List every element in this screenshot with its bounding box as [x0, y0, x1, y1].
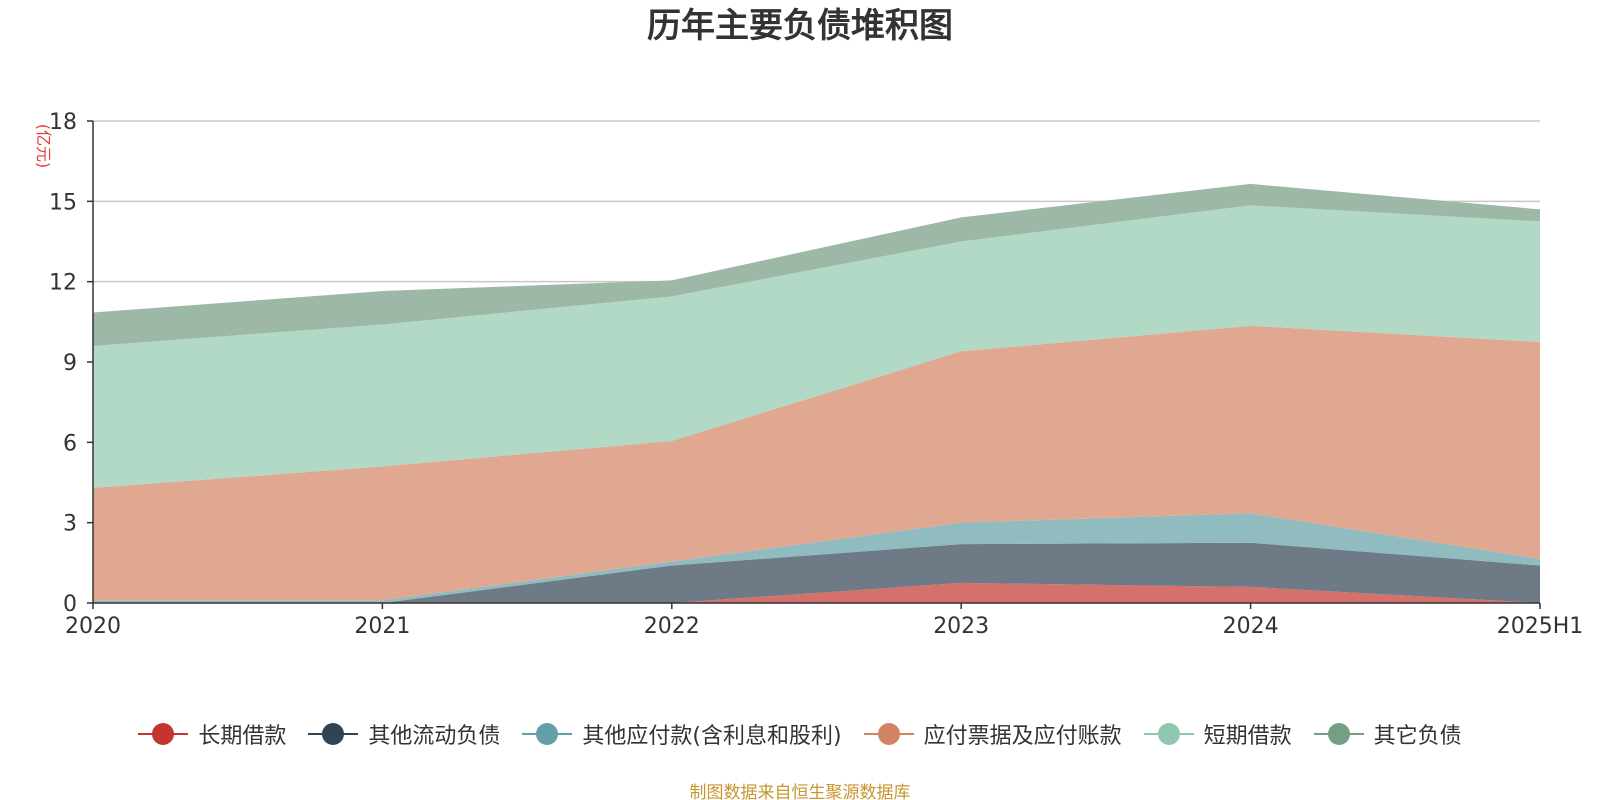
legend-label: 长期借款 — [198, 724, 287, 749]
legend-marker-icon — [1313, 722, 1364, 746]
y-tick-label-1: 3 — [63, 512, 77, 537]
area-series-2 — [93, 513, 1540, 603]
y-tick-label-2: 6 — [63, 431, 77, 456]
legend-label: 其他流动负债 — [368, 724, 501, 749]
y-tick-label-4: 12 — [49, 271, 77, 296]
area-series-0 — [93, 582, 1540, 603]
legend-item-2[interactable]: 其他应付款(含利息和股利) — [522, 718, 842, 750]
x-tick-label-2: 2022 — [644, 614, 700, 639]
x-tick-label-5: 2025H1 — [1497, 614, 1584, 639]
legend-item-5[interactable]: 其它负债 — [1313, 718, 1462, 750]
area-series-5 — [93, 183, 1540, 346]
legend-item-1[interactable]: 其他流动负债 — [308, 718, 500, 750]
x-tick-label-4: 2024 — [1223, 614, 1279, 639]
legend-label: 其它负债 — [1373, 724, 1462, 749]
legend-label: 其他应付款(含利息和股利) — [582, 724, 842, 749]
x-tick-label-0: 2020 — [65, 614, 121, 639]
x-tick-label-3: 2023 — [933, 614, 989, 639]
x-tick-label-1: 2021 — [354, 614, 410, 639]
legend-marker-icon — [1143, 722, 1194, 746]
y-tick-label-5: 15 — [49, 190, 77, 215]
legend-item-4[interactable]: 短期借款 — [1143, 718, 1292, 750]
source-note: 制图数据来自恒生聚源数据库 — [689, 783, 911, 800]
area-series-3 — [93, 325, 1540, 601]
legend-label: 短期借款 — [1203, 724, 1292, 749]
legend-marker-icon — [138, 722, 189, 746]
y-tick-label-6: 18 — [49, 110, 77, 135]
legend-item-3[interactable]: 应付票据及应付账款 — [863, 718, 1122, 750]
legend-item-0[interactable]: 长期借款 — [138, 718, 286, 750]
legend-marker-icon — [863, 722, 914, 746]
chart-title: 历年主要负债堆积图 — [647, 6, 953, 46]
y-axis-unit-label: (亿元) — [34, 124, 53, 169]
area-series-4 — [93, 205, 1540, 488]
legend: 长期借款 其他流动负债 其他应付款(含利息和股利) 应付票据及应付账款 短期借款 其它负债 — [0, 718, 1600, 750]
area-series-1 — [93, 542, 1540, 603]
y-tick-label-3: 9 — [63, 351, 77, 376]
legend-marker-icon — [522, 722, 573, 746]
y-tick-label-0: 0 — [63, 592, 77, 617]
legend-marker-icon — [308, 722, 359, 746]
legend-label: 应付票据及应付账款 — [923, 724, 1122, 749]
